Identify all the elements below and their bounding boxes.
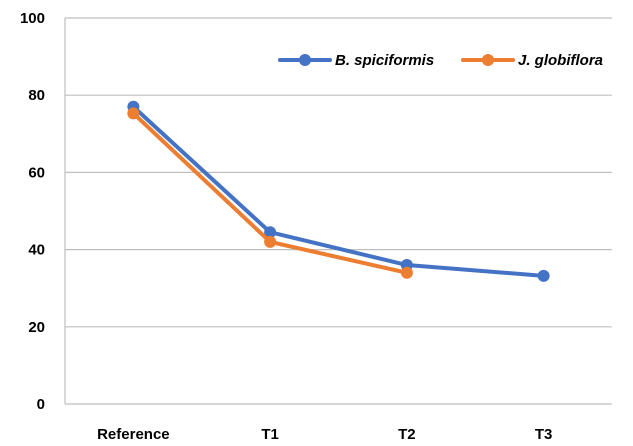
data-point <box>537 269 550 282</box>
legend-swatch-marker <box>299 54 311 66</box>
legend: B. spiciformis J. globiflora <box>278 52 603 69</box>
y-tick-label: 100 <box>20 10 45 27</box>
series-layer <box>127 100 550 282</box>
y-tick-label: 60 <box>28 164 45 181</box>
legend-swatch-marker <box>482 54 494 66</box>
y-tick-label: 80 <box>28 87 45 104</box>
x-tick-label: T1 <box>261 426 279 441</box>
y-tick-label: 40 <box>28 242 45 259</box>
x-tick-label: T3 <box>535 426 553 441</box>
x-tick-label: T2 <box>398 426 416 441</box>
legend-label: J. globiflora <box>518 52 603 69</box>
data-point <box>400 266 413 279</box>
series-line <box>131 104 546 278</box>
x-tick-label: Reference <box>97 426 170 441</box>
series-line <box>131 111 409 275</box>
data-point <box>264 235 277 248</box>
axis-layer: 0 20 40 60 80 100 Reference T1 T2 T3 <box>20 10 612 443</box>
data-point <box>127 107 140 120</box>
grid-layer <box>65 17 612 328</box>
y-tick-label: 20 <box>28 319 45 336</box>
data-point <box>264 226 277 239</box>
y-tick-label: 0 <box>37 396 45 413</box>
legend-label: B. spiciformis <box>335 52 434 69</box>
